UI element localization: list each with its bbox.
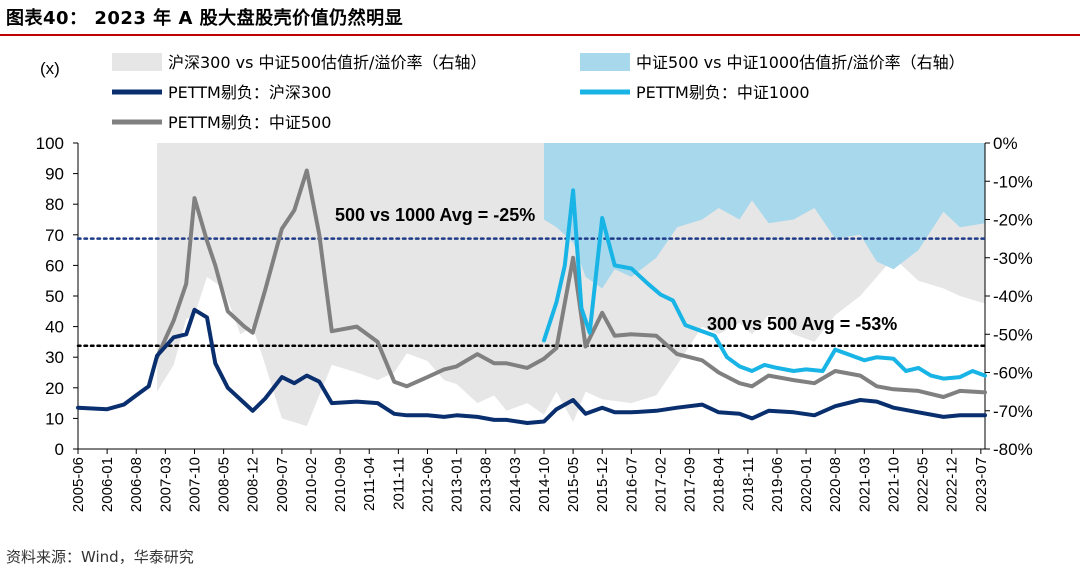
x-tick-label: 2017-02: [652, 457, 669, 512]
x-tick-label: 2014-10: [536, 457, 553, 512]
x-tick-label: 2020-08: [827, 457, 844, 512]
x-tick-label: 2007-03: [157, 457, 174, 512]
axes-layer: 0 10 20 30 40 50 60 70 80 90 100 0% -10% -20% -30% -40%…: [36, 59, 1033, 512]
x-tick-label: 2022-05: [915, 457, 932, 512]
series-line-3: [155, 168, 987, 399]
x-tick-label: 2005-06: [70, 457, 87, 512]
y2-tick-label: -80%: [993, 440, 1033, 459]
x-tick-label: 2017-09: [682, 457, 699, 512]
legend-label-2: 中证500 vs 中证1000估值折/溢价率（右轴）: [636, 53, 965, 72]
x-tick-label: 2022-12: [944, 457, 961, 512]
ref-label-1: 500 vs 1000 Avg = -25%: [335, 205, 535, 225]
title-divider: [0, 34, 1080, 36]
y2-tick-label: -20%: [993, 211, 1033, 230]
y-tick-label: 40: [45, 318, 64, 337]
y-tick-label: 100: [36, 134, 64, 153]
x-tick-label: 2021-10: [885, 457, 902, 512]
x-tick-label: 2011-04: [361, 457, 378, 511]
x-tick-label: 2019-06: [769, 457, 786, 512]
x-tick-label: 2011-11: [390, 457, 407, 510]
x-tick-label: 2008-12: [245, 457, 262, 512]
x-tick-label: 2015-05: [565, 457, 582, 512]
x-tick-label: 2008-05: [216, 457, 233, 512]
y2-tick-label: 0%: [993, 134, 1018, 153]
x-tick-label: 2014-03: [507, 457, 524, 512]
y-tick-label: 90: [45, 165, 64, 184]
x-tick-label: 2020-01: [798, 457, 815, 512]
y-unit-label: (x): [40, 59, 60, 78]
y2-tick-label: -30%: [993, 249, 1033, 268]
y-tick-label: 60: [45, 256, 64, 275]
y-tick-label: 80: [45, 195, 64, 214]
y2-tick-label: -40%: [993, 287, 1033, 306]
legend-swatch-2: [580, 53, 630, 71]
x-tick-label: 2010-02: [303, 457, 320, 512]
x-tick-label: 2023-07: [973, 457, 990, 512]
x-tick-label: 2018-04: [711, 457, 728, 512]
annotations: 500 vs 1000 Avg = -25% 300 vs 500 Avg = -…: [335, 205, 897, 334]
area-2: [544, 143, 985, 289]
y-tick-label: 20: [45, 379, 64, 398]
y2-tick-label: -70%: [993, 402, 1033, 421]
areas-layer: [157, 143, 986, 427]
x-tick-label: 2021-03: [856, 457, 873, 512]
y2-tick-label: -10%: [993, 172, 1033, 191]
x-tick-label: 2007-10: [186, 457, 203, 512]
series-line-1: [76, 307, 987, 425]
x-tick-label: 2010-09: [332, 457, 349, 512]
x-tick-label: 2006-08: [128, 457, 145, 512]
legend-label-3: PETTM剔负：沪深300: [168, 83, 331, 102]
legend-swatch-1: [112, 53, 162, 71]
y2-tick-label: -60%: [993, 364, 1033, 383]
legend-label-1: 沪深300 vs 中证500估值折/溢价率（右轴）: [168, 53, 486, 72]
x-tick-label: 2016-07: [623, 457, 640, 512]
x-tick-label: 2013-08: [478, 457, 495, 512]
source-note: 资料来源：Wind，华泰研究: [6, 548, 194, 566]
legend: 沪深300 vs 中证500估值折/溢价率（右轴） 中证500 vs 中证1000…: [112, 53, 965, 132]
reference-lines: [76, 237, 987, 347]
ref-label-2: 300 vs 500 Avg = -53%: [707, 314, 897, 334]
figure-title: 图表40： 2023 年 A 股大盘股壳价值仍然明显: [6, 8, 404, 29]
x-tick-label: 2009-07: [274, 457, 291, 512]
legend-label-5: PETTM剔负：中证500: [168, 113, 331, 132]
legend-label-4: PETTM剔负：中证1000: [636, 83, 810, 102]
y2-tick-label: -50%: [993, 325, 1033, 344]
x-tick-label: 2012-06: [419, 457, 436, 512]
y-tick-label: 70: [45, 226, 64, 245]
x-tick-label: 2018-11: [740, 457, 757, 511]
x-tick-label: 2015-12: [594, 457, 611, 512]
y-tick-label: 50: [45, 287, 64, 306]
series-layer: [76, 168, 987, 425]
y-tick-label: 10: [45, 409, 64, 428]
x-tick-label: 2006-01: [99, 457, 116, 512]
series-line-2: [542, 188, 987, 381]
y-tick-label: 0: [55, 440, 64, 459]
y-tick-label: 30: [45, 348, 64, 367]
x-tick-label: 2013-01: [449, 457, 466, 512]
